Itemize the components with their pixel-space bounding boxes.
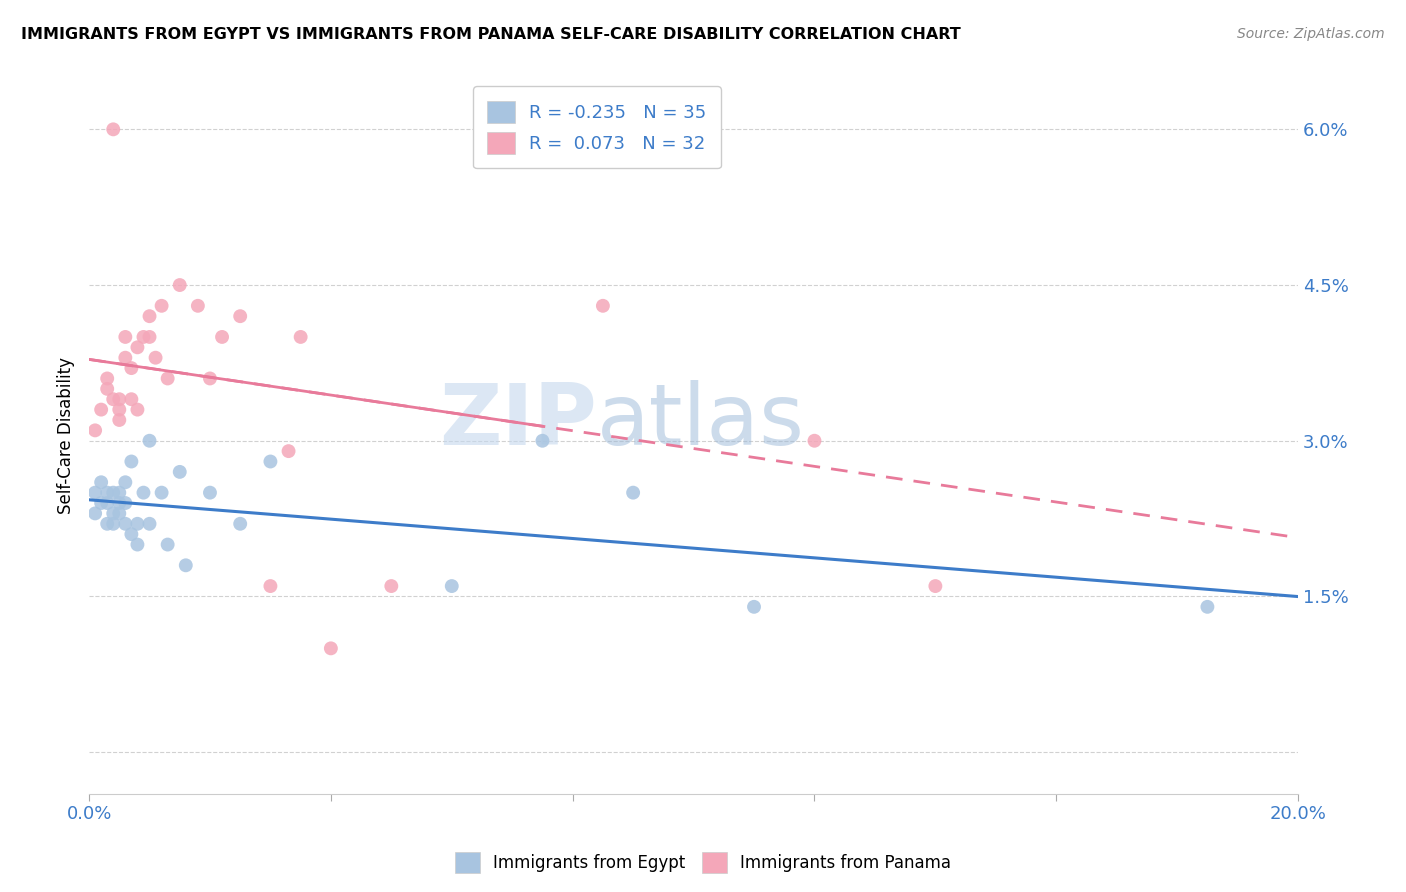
Point bbox=[592, 299, 614, 313]
Point bbox=[96, 496, 118, 510]
Point bbox=[621, 485, 644, 500]
Legend: Immigrants from Egypt, Immigrants from Panama: Immigrants from Egypt, Immigrants from P… bbox=[449, 846, 957, 880]
Point bbox=[90, 475, 112, 490]
Point bbox=[108, 507, 131, 521]
Point bbox=[259, 579, 281, 593]
Point bbox=[229, 516, 252, 531]
Point bbox=[380, 579, 402, 593]
Point bbox=[501, 143, 523, 157]
Point bbox=[120, 361, 142, 376]
Point bbox=[96, 382, 118, 396]
Point bbox=[96, 371, 118, 385]
Point bbox=[120, 392, 142, 407]
Point bbox=[108, 485, 131, 500]
Point bbox=[90, 402, 112, 417]
Point bbox=[924, 579, 946, 593]
Point bbox=[138, 330, 160, 344]
Point bbox=[103, 122, 125, 136]
Point bbox=[319, 641, 342, 656]
Legend: R = -0.235   N = 35, R =  0.073   N = 32: R = -0.235 N = 35, R = 0.073 N = 32 bbox=[472, 87, 721, 169]
Point bbox=[103, 485, 125, 500]
Point bbox=[114, 516, 136, 531]
Point bbox=[114, 330, 136, 344]
Point bbox=[96, 485, 118, 500]
Point bbox=[198, 371, 221, 385]
Point bbox=[108, 496, 131, 510]
Point bbox=[150, 299, 173, 313]
Point bbox=[108, 402, 131, 417]
Point bbox=[440, 579, 463, 593]
Point bbox=[114, 475, 136, 490]
Point bbox=[138, 516, 160, 531]
Point bbox=[742, 599, 765, 614]
Text: atlas: atlas bbox=[598, 380, 804, 463]
Point bbox=[156, 371, 179, 385]
Point bbox=[138, 309, 160, 323]
Point bbox=[84, 507, 107, 521]
Point bbox=[145, 351, 167, 365]
Point bbox=[259, 454, 281, 468]
Point bbox=[132, 485, 155, 500]
Point bbox=[103, 516, 125, 531]
Point bbox=[1197, 599, 1219, 614]
Point bbox=[531, 434, 554, 448]
Point bbox=[229, 309, 252, 323]
Point bbox=[114, 351, 136, 365]
Point bbox=[187, 299, 209, 313]
Point bbox=[120, 527, 142, 541]
Point bbox=[290, 330, 312, 344]
Text: ZIP: ZIP bbox=[439, 380, 598, 463]
Point bbox=[127, 402, 149, 417]
Text: Source: ZipAtlas.com: Source: ZipAtlas.com bbox=[1237, 27, 1385, 41]
Point bbox=[156, 537, 179, 551]
Point bbox=[108, 413, 131, 427]
Text: IMMIGRANTS FROM EGYPT VS IMMIGRANTS FROM PANAMA SELF-CARE DISABILITY CORRELATION: IMMIGRANTS FROM EGYPT VS IMMIGRANTS FROM… bbox=[21, 27, 960, 42]
Point bbox=[103, 392, 125, 407]
Y-axis label: Self-Care Disability: Self-Care Disability bbox=[58, 357, 75, 514]
Point bbox=[84, 423, 107, 437]
Point bbox=[103, 507, 125, 521]
Point bbox=[277, 444, 299, 458]
Point bbox=[84, 485, 107, 500]
Point bbox=[120, 454, 142, 468]
Point bbox=[127, 340, 149, 354]
Point bbox=[169, 465, 191, 479]
Point bbox=[138, 434, 160, 448]
Point bbox=[198, 485, 221, 500]
Point bbox=[174, 558, 197, 573]
Point bbox=[211, 330, 233, 344]
Point bbox=[96, 516, 118, 531]
Point bbox=[114, 496, 136, 510]
Point bbox=[169, 278, 191, 293]
Point bbox=[803, 434, 825, 448]
Point bbox=[150, 485, 173, 500]
Point bbox=[127, 516, 149, 531]
Point bbox=[108, 392, 131, 407]
Point bbox=[90, 496, 112, 510]
Point bbox=[132, 330, 155, 344]
Point bbox=[127, 537, 149, 551]
